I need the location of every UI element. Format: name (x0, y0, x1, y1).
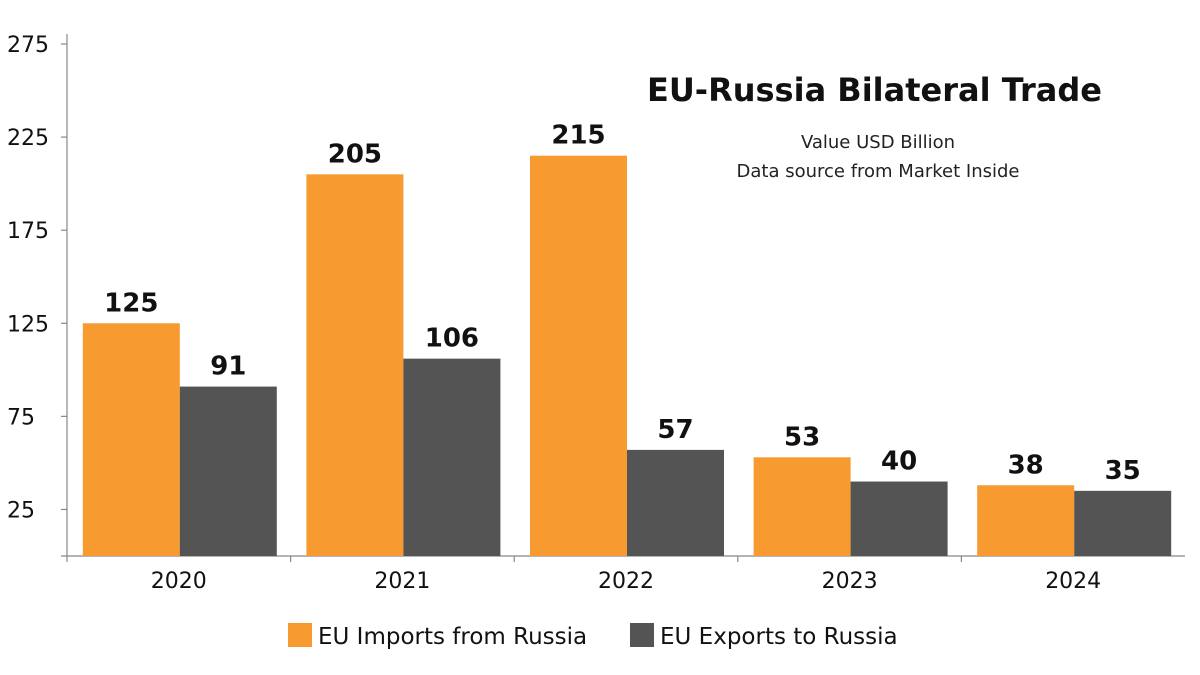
chart-subtitle-units: Value USD Billion (801, 132, 955, 153)
data-label: 91 (210, 352, 246, 382)
y-axis: 25 75 125 175 225 275 (7, 33, 68, 562)
x-tick-label: 2020 (151, 569, 207, 594)
y-tick-label: 175 (7, 219, 49, 244)
chart-title: EU-Russia Bilateral Trade (647, 71, 1102, 109)
y-tick-label: 25 (7, 498, 35, 523)
y-tick-label: 125 (7, 312, 49, 337)
bar-imports-2023 (753, 457, 851, 556)
data-label: 53 (784, 422, 820, 452)
data-label: 215 (551, 121, 605, 151)
legend-label: EU Exports to Russia (660, 624, 898, 650)
bar-imports-2022 (530, 155, 627, 556)
legend: EU Imports from Russia EU Exports to Russ… (288, 623, 898, 650)
data-label: 205 (328, 139, 382, 169)
data-label: 125 (104, 288, 158, 318)
data-labels: 125 91 205 106 215 57 53 40 38 35 (104, 121, 1141, 486)
legend-swatch (288, 623, 312, 647)
legend-label: EU Imports from Russia (318, 624, 587, 650)
x-tick-label: 2023 (822, 569, 878, 594)
x-tick-label: 2024 (1045, 569, 1101, 594)
bars (82, 155, 1172, 556)
x-tick-label: 2022 (598, 569, 654, 594)
y-tick-label: 275 (7, 33, 49, 58)
bar-exports-2024 (1074, 490, 1172, 556)
data-label: 38 (1008, 450, 1044, 480)
x-axis: 2020 2021 2022 2023 2024 (61, 555, 1185, 594)
data-label: 35 (1105, 456, 1141, 486)
y-tick-label: 225 (7, 126, 49, 151)
bar-exports-2022 (627, 449, 724, 556)
bar-imports-2020 (82, 323, 180, 556)
data-label: 57 (657, 415, 693, 445)
legend-swatch (630, 623, 654, 647)
data-label: 40 (881, 447, 917, 477)
x-tick-label: 2021 (374, 569, 430, 594)
bar-exports-2020 (179, 386, 277, 556)
y-tick-label: 75 (7, 405, 35, 430)
bar-imports-2021 (306, 174, 404, 556)
bar-exports-2023 (850, 481, 948, 556)
bar-imports-2024 (977, 485, 1075, 556)
data-label: 106 (425, 324, 479, 354)
chart-subtitle-source: Data source from Market Inside (737, 161, 1020, 182)
bar-exports-2021 (403, 358, 501, 556)
